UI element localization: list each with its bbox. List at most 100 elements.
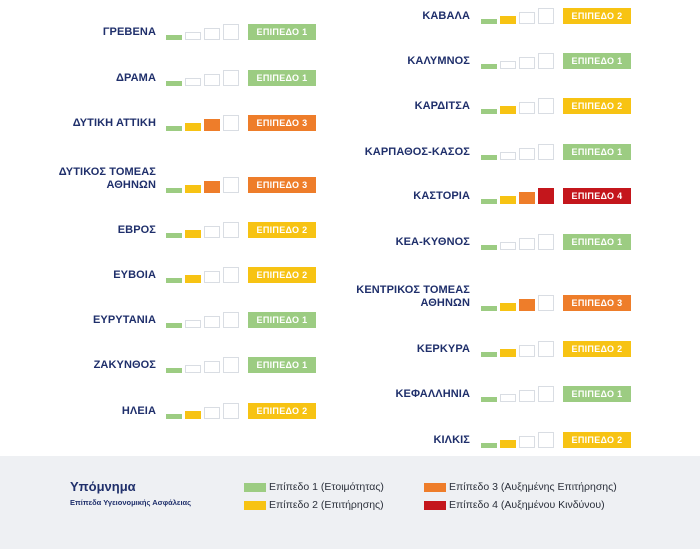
level-badge: ΕΠΙΠΕΔΟ 2: [248, 267, 316, 283]
level-meter-segment: [185, 185, 201, 193]
level-meter-segment: [204, 226, 220, 238]
level-badge: ΕΠΙΠΕΔΟ 2: [563, 98, 631, 114]
level-meter-segment: [185, 320, 201, 328]
region-name-line: ΕΥΒΟΙΑ: [113, 269, 156, 281]
level-meter-segment: [185, 32, 201, 40]
level-meter-segment: [538, 341, 554, 357]
region-name-line: ΚΑΡΔΙΤΣΑ: [414, 100, 470, 112]
level-meter-segment: [204, 271, 220, 283]
level-meter-segment: [223, 267, 239, 283]
level-meter-segment: [538, 432, 554, 448]
level-badge: ΕΠΙΠΕΔΟ 2: [248, 222, 316, 238]
level-meter-segment: [185, 230, 201, 238]
region-name-line: ΚΙΛΚΙΣ: [433, 434, 470, 446]
level-meter-segment: [500, 152, 516, 160]
level-meter-segment: [538, 144, 554, 160]
level-badge: ΕΠΙΠΕΔΟ 4: [563, 188, 631, 204]
level-meter: [166, 222, 239, 238]
level-meter-segment: [204, 119, 220, 131]
region-name: ΚΕΝΤΡΙΚΟΣ ΤΟΜΕΑΣ ΑΘΗΝΩΝ: [0, 284, 470, 310]
level-meter-segment: [538, 234, 554, 250]
level-meter-segment: [481, 443, 497, 448]
level-badge: ΕΠΙΠΕΔΟ 1: [563, 234, 631, 250]
legend-label-level-2: Επίπεδο 2 (Επιτήρησης): [269, 499, 384, 511]
level-meter: [166, 403, 239, 419]
level-meter-segment: [223, 222, 239, 238]
level-meter-segment: [481, 19, 497, 24]
level-meter-segment: [481, 397, 497, 402]
region-name: ΔΥΤΙΚΟΣ ΤΟΜΕΑΣ ΑΘΗΝΩΝ: [0, 166, 156, 192]
level-badge: ΕΠΙΠΕΔΟ 2: [563, 432, 631, 448]
level-badge: ΕΠΙΠΕΔΟ 1: [563, 386, 631, 402]
level-meter-segment: [204, 28, 220, 40]
level-meter-segment: [481, 352, 497, 357]
level-meter-segment: [204, 316, 220, 328]
level-meter-segment: [481, 64, 497, 69]
level-meter: [481, 341, 554, 357]
level-badge: ΕΠΙΠΕΔΟ 1: [248, 70, 316, 86]
legend-title: Υπόμνημα: [70, 479, 136, 494]
level-meter-segment: [185, 123, 201, 131]
level-badge: ΕΠΙΠΕΔΟ 1: [563, 144, 631, 160]
level-meter-segment: [519, 299, 535, 311]
region-name-line: ΓΡΕΒΕΝΑ: [102, 26, 156, 38]
level-meter-segment: [538, 295, 554, 311]
level-badge: ΕΠΙΠΕΔΟ 1: [248, 357, 316, 373]
level-meter-segment: [204, 181, 220, 193]
level-badge: ΕΠΙΠΕΔΟ 1: [248, 312, 316, 328]
legend-swatch-level-4: [424, 501, 446, 510]
region-name: ΚΕΡΚΥΡΑ: [0, 343, 470, 356]
level-meter-segment: [223, 177, 239, 193]
level-badge: ΕΠΙΠΕΔΟ 3: [248, 177, 316, 193]
level-meter-segment: [500, 16, 516, 24]
region-name-line: ΖΑΚΥΝΘΟΣ: [93, 359, 156, 371]
region-name-line: ΚΕΦΑΛΛΗΝΙΑ: [395, 388, 470, 400]
region-name: ΚΑΛΥΜΝΟΣ: [0, 55, 470, 68]
legend: Υπόμνημα Επίπεδα Υγειονομικής Ασφάλειας …: [0, 456, 700, 549]
legend-label-level-1: Επίπεδο 1 (Ετοιμότητας): [269, 481, 384, 493]
level-badge: ΕΠΙΠΕΔΟ 2: [563, 341, 631, 357]
region-name: ΕΥΒΟΙΑ: [0, 269, 156, 282]
level-meter-segment: [519, 192, 535, 204]
level-meter: [481, 234, 554, 250]
region-name-line: ΚΕΝΤΡΙΚΟΣ ΤΟΜΕΑΣ: [356, 284, 470, 296]
level-meter-segment: [519, 345, 535, 357]
level-meter-segment: [166, 35, 182, 40]
level-meter-segment: [166, 233, 182, 238]
region-name-line: ΑΘΗΝΩΝ: [106, 179, 156, 191]
level-badge: ΕΠΙΠΕΔΟ 2: [563, 8, 631, 24]
level-meter-segment: [166, 368, 182, 373]
level-meter-segment: [185, 411, 201, 419]
level-meter-segment: [223, 70, 239, 86]
level-meter-segment: [481, 155, 497, 160]
level-meter: [481, 295, 554, 311]
level-meter-segment: [166, 188, 182, 193]
level-meter-segment: [538, 188, 554, 204]
level-meter-segment: [500, 242, 516, 250]
level-meter-segment: [166, 414, 182, 419]
legend-label-level-4: Επίπεδο 4 (Αυξημένου Κινδύνου): [449, 499, 605, 511]
level-meter-segment: [500, 394, 516, 402]
level-meter-segment: [538, 98, 554, 114]
level-meter-segment: [185, 275, 201, 283]
level-meter: [481, 386, 554, 402]
region-name: ΚΕΑ-ΚΥΘΝΟΣ: [0, 236, 470, 249]
level-meter-segment: [500, 61, 516, 69]
region-name: ΗΛΕΙΑ: [0, 405, 156, 418]
region-name-line: ΚΑΣΤΟΡΙΑ: [413, 190, 470, 202]
region-name: ΕΥΡΥΤΑΝΙΑ: [0, 314, 156, 327]
level-meter-segment: [500, 440, 516, 448]
level-meter-segment: [481, 199, 497, 204]
level-meter: [481, 188, 554, 204]
region-name: ΕΒΡΟΣ: [0, 224, 156, 237]
level-meter-segment: [519, 102, 535, 114]
level-badge: ΕΠΙΠΕΔΟ 2: [248, 403, 316, 419]
region-name: ΖΑΚΥΝΘΟΣ: [0, 359, 156, 372]
level-meter-segment: [519, 436, 535, 448]
level-meter-segment: [500, 349, 516, 357]
level-meter-segment: [223, 24, 239, 40]
level-meter-segment: [500, 106, 516, 114]
level-meter-segment: [166, 278, 182, 283]
level-meter: [166, 357, 239, 373]
level-meter-segment: [204, 361, 220, 373]
